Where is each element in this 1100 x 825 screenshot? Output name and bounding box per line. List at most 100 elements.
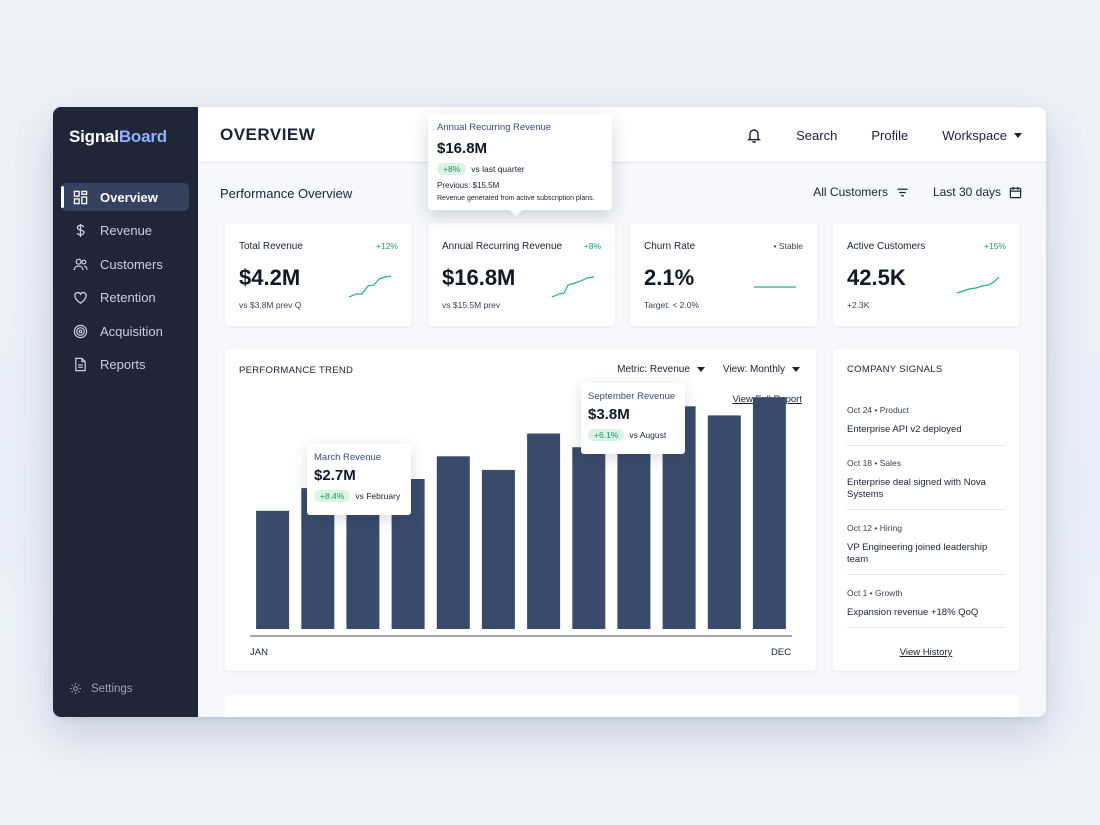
kpi-value: 2.1%	[644, 265, 695, 290]
view-history-link[interactable]: View History	[899, 647, 953, 658]
signal-item[interactable]: Oct 24 • Product Enterprise API v2 deplo…	[847, 405, 1005, 446]
kpi-card-active-customers[interactable]: Active Customers +15% 42.5K +2.3K	[833, 223, 1020, 326]
popover-compare-row: +8% vs last quarter	[437, 163, 603, 175]
popover-compare: vs last quarter	[471, 164, 525, 174]
kpi-delta: +12%	[376, 241, 398, 251]
sidebar-item-overview[interactable]: Overview	[61, 183, 189, 211]
sidebar: SignalBoard Overview Revenue Customers R…	[53, 107, 198, 717]
signal-meta: Oct 1 • Growth	[847, 588, 903, 598]
grid-icon	[73, 190, 88, 204]
bar-dec[interactable]	[752, 397, 786, 629]
september-tooltip: September Revenue $3.8M +6.1% vs August	[581, 383, 685, 454]
sidebar-item-label: Reports	[100, 357, 146, 372]
bar-may[interactable]	[436, 456, 470, 629]
customer-filter-label: All Customers	[813, 185, 888, 199]
chevron-down-icon	[792, 367, 800, 372]
dollar-icon	[76, 223, 85, 238]
kpi-label: Annual Recurring Revenue	[442, 241, 563, 252]
bar-jul[interactable]	[527, 433, 561, 630]
view-dropdown[interactable]: View: Monthly	[723, 364, 800, 375]
signal-text: Expansion revenue +18% QoQ	[847, 607, 979, 618]
sidebar-item-retention[interactable]: Retention	[61, 284, 189, 312]
section-title: Performance Overview	[220, 186, 353, 201]
x-axis-start-label: JAN	[250, 647, 268, 658]
sparkline	[754, 286, 796, 288]
kpi-card-total-revenue[interactable]: Total Revenue +12% $4.2M vs $3.8M prev Q	[225, 223, 412, 326]
bar-aug[interactable]	[572, 447, 606, 629]
sparkline	[956, 276, 1000, 294]
kpi-value: 42.5K	[847, 265, 906, 290]
workspace-dropdown[interactable]: Workspace	[942, 128, 1022, 143]
search-link[interactable]: Search	[796, 127, 838, 143]
kpi-card-churn[interactable]: Churn Rate • Stable 2.1% Target: < 2.0%	[630, 223, 817, 326]
sidebar-item-label: Revenue	[100, 223, 153, 238]
tooltip-compare: vs August	[629, 430, 667, 440]
kpi-delta: • Stable	[773, 241, 803, 251]
sidebar-item-customers[interactable]: Customers	[61, 250, 189, 278]
trend-title: PERFORMANCE TREND	[239, 365, 354, 376]
signal-item[interactable]: Oct 12 • Hiring VP Engineering joined le…	[847, 523, 1005, 575]
kpi-value: $16.8M	[442, 265, 516, 290]
tooltip-value: $2.7M	[314, 467, 356, 484]
sidebar-item-label: Acquisition	[100, 323, 163, 339]
document-icon	[75, 357, 86, 372]
brand-logo-part1: Signal	[69, 127, 119, 146]
kpi-label: Active Customers	[847, 241, 926, 252]
signal-meta: Oct 24 • Product	[847, 405, 910, 415]
kpi-card-arr[interactable]: Annual Recurring Revenue +8% $16.8M vs $…	[428, 223, 615, 326]
bottom-card	[225, 695, 1019, 717]
signal-meta: Oct 18 • Sales	[847, 458, 902, 468]
popover-previous: Previous: $15.5M	[437, 181, 500, 190]
bar-mar[interactable]	[346, 506, 380, 629]
sidebar-item-label: Customers	[100, 256, 163, 272]
signal-text: VP Engineering joined leadership team	[847, 542, 988, 565]
sidebar-item-reports[interactable]: Reports	[61, 351, 189, 379]
sidebar-item-label: Retention	[100, 290, 156, 305]
customer-filter[interactable]: All Customers	[813, 185, 909, 199]
sidebar-item-revenue[interactable]: Revenue	[61, 217, 189, 245]
popover-description: Revenue generated from active subscripti…	[437, 195, 595, 202]
sidebar-item-label: Overview	[100, 189, 158, 205]
tooltip-delta-pill: +6.1%	[588, 429, 625, 441]
sparkline	[551, 276, 595, 298]
bar-nov[interactable]	[707, 415, 741, 629]
users-icon	[73, 258, 88, 270]
profile-link[interactable]: Profile	[871, 127, 909, 143]
tooltip-value: $3.8M	[588, 406, 630, 423]
kpi-sub: Target: < 2.0%	[644, 300, 700, 310]
tooltip-label: March Revenue	[314, 452, 382, 463]
kpi-label: Churn Rate	[644, 241, 696, 252]
brand-logo-part2: Board	[118, 127, 167, 146]
calendar-icon	[1009, 186, 1022, 198]
brand-logo[interactable]: SignalBoard	[69, 127, 167, 147]
view-label: View: Monthly	[722, 364, 785, 375]
arr-popover: Annual Recurring Revenue $16.8M +8% vs l…	[428, 114, 612, 216]
bar-jan[interactable]	[256, 510, 290, 629]
popover-value: $16.8M	[437, 140, 488, 157]
signal-text: Enterprise deal signed with Nova Systems	[847, 477, 986, 500]
trend-controls: Metric: Revenue View: Monthly	[617, 364, 800, 375]
company-signals-card: COMPANY SIGNALS Oct 24 • Product Enterpr…	[833, 349, 1019, 671]
popover-delta-pill: +8%	[437, 163, 467, 175]
bell-icon[interactable]	[746, 127, 762, 143]
date-range-label: Last 30 days	[932, 185, 1001, 199]
header-actions: Search Profile Workspace	[746, 107, 1022, 163]
signals-title: COMPANY SIGNALS	[847, 364, 943, 375]
kpi-sub: vs $15.5M prev	[442, 300, 501, 310]
top-header: OVERVIEW Search Profile Workspace	[198, 107, 1046, 163]
sidebar-item-acquisition[interactable]: Acquisition	[61, 317, 189, 345]
signal-item[interactable]: Oct 18 • Sales Enterprise deal signed wi…	[847, 458, 1005, 510]
sidebar-nav: Overview Revenue Customers Retention Acq…	[61, 183, 189, 384]
date-range-filter[interactable]: Last 30 days	[933, 185, 1022, 199]
target-icon	[73, 324, 88, 338]
bar-jun[interactable]	[481, 469, 515, 629]
settings-label: Settings	[91, 682, 133, 695]
signal-item[interactable]: Oct 1 • Growth Expansion revenue +18% Qo…	[847, 588, 1005, 628]
signal-meta: Oct 12 • Hiring	[847, 523, 902, 533]
metric-dropdown[interactable]: Metric: Revenue	[617, 364, 705, 375]
settings-link[interactable]: Settings	[69, 682, 133, 695]
gear-icon	[69, 682, 82, 695]
march-tooltip: March Revenue $2.7M +8.4% vs February	[307, 444, 411, 515]
kpi-value: $4.2M	[239, 265, 301, 290]
signal-text: Enterprise API v2 deployed	[847, 424, 962, 435]
